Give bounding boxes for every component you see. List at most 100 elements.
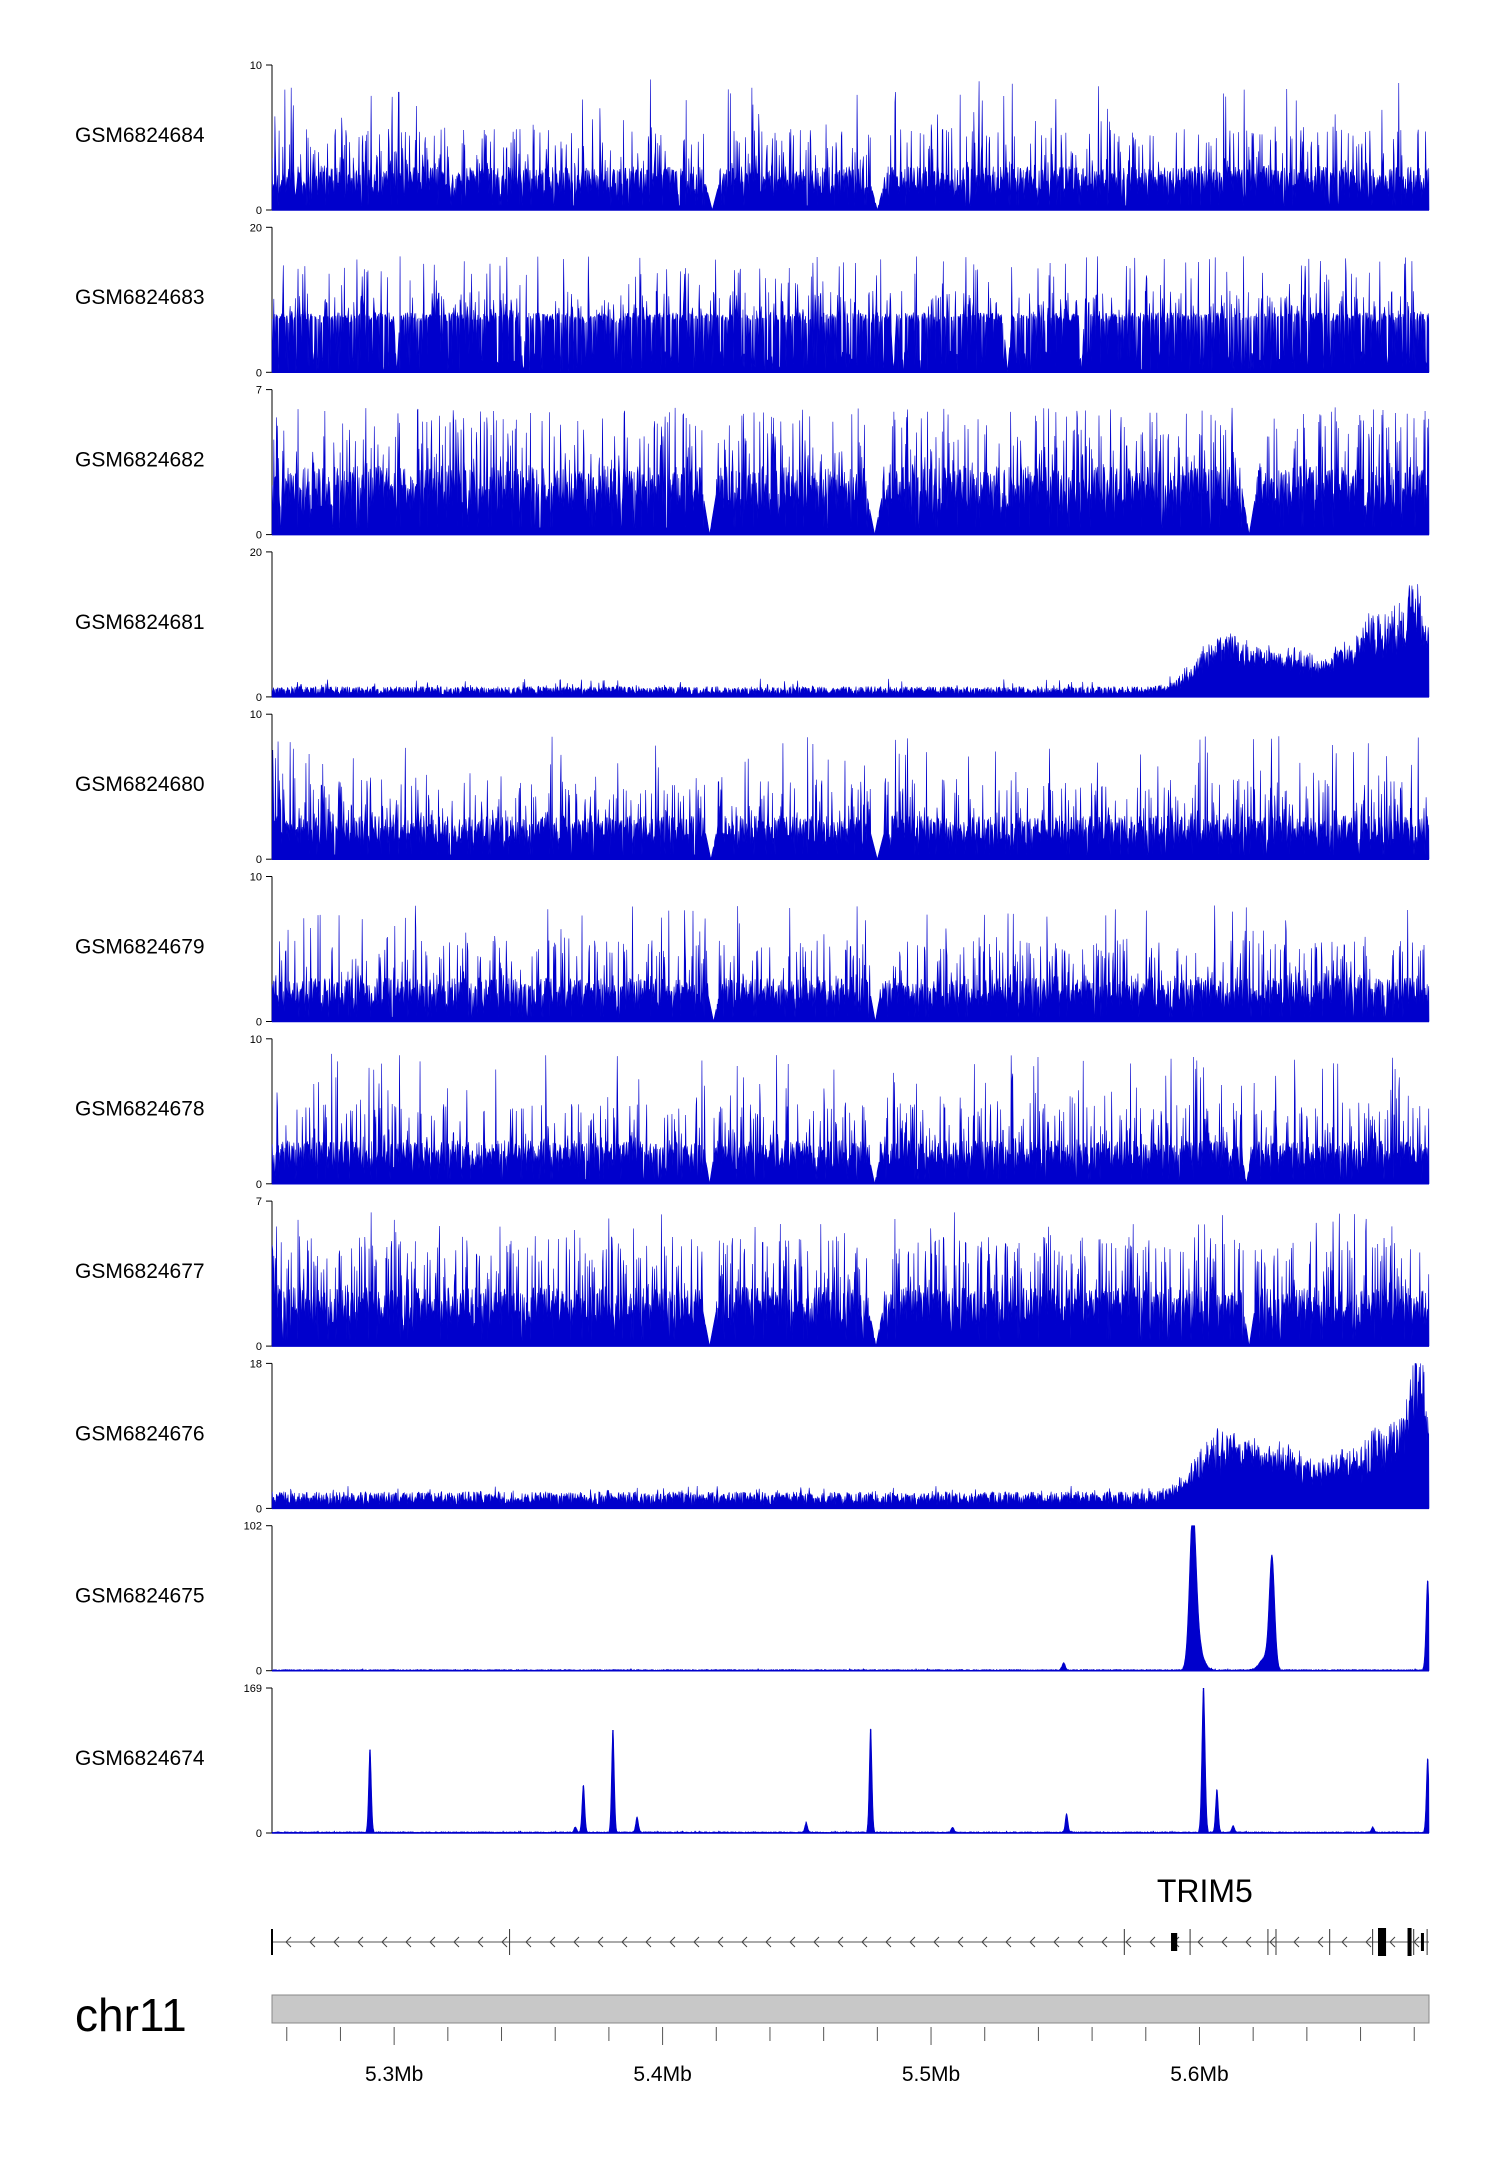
strand-arrow [1149,1936,1156,1948]
track-GSM6824682: GSM6824682 7 0 [75,385,1430,542]
x-tick-label: 5.3Mb [365,2063,423,2086]
y-min-label: 0 [256,367,262,379]
strand-arrow [741,1936,748,1948]
y-max-label: 7 [256,385,262,397]
strand-arrow [309,1936,316,1948]
coverage-area [271,256,1430,373]
track-label: GSM6824679 [75,935,205,958]
strand-arrow [1005,1936,1012,1948]
strand-arrow [1245,1936,1252,1948]
genome-axis: chr11 5.3Mb 5.4Mb 5.5Mb 5.6Mb [75,1989,1430,2086]
strand-arrow [621,1936,628,1948]
y-min-label: 0 [256,530,262,542]
track-GSM6824678: GSM6824678 10 0 [75,1034,1430,1191]
track-label: GSM6824682 [75,448,205,471]
y-min-label: 0 [256,1341,262,1353]
strand-arrow [717,1936,724,1948]
strand-arrow [1029,1936,1036,1948]
strand-arrow [1221,1936,1228,1948]
y-max-label: 10 [250,709,262,721]
coverage-area [271,1525,1430,1671]
y-max-label: 10 [250,1034,262,1046]
track-label: GSM6824684 [75,124,205,147]
track-label: GSM6824678 [75,1098,205,1121]
strand-arrow [1293,1936,1300,1948]
strand-arrow [597,1936,604,1948]
track-GSM6824676: GSM6824676 18 0 [75,1358,1430,1515]
exon [1407,1928,1412,1956]
strand-arrow [477,1936,484,1948]
coverage-area [271,79,1430,211]
coverage-area [271,584,1430,698]
strand-arrow [405,1936,412,1948]
strand-arrow [861,1936,868,1948]
track-label: GSM6824676 [75,1422,205,1445]
strand-arrow [285,1936,292,1948]
strand-arrow [501,1936,508,1948]
track-GSM6824680: GSM6824680 10 0 [75,709,1430,866]
coverage-area [271,1687,1430,1834]
y-max-label: 18 [250,1358,262,1370]
strand-arrow [669,1936,676,1948]
coverage-area [271,1363,1430,1509]
strand-arrow [333,1936,340,1948]
strand-arrow [573,1936,580,1948]
chromosome-label: chr11 [75,1989,187,2041]
y-max-label: 102 [244,1521,262,1533]
track-label: GSM6824680 [75,773,205,796]
coverage-tracks: GSM6824684100GSM6824683200GSM682468270GS… [75,60,1430,1840]
x-tick-label: 5.4Mb [633,2063,691,2086]
track-GSM6824684: GSM6824684 10 0 [75,60,1430,217]
strand-arrow [693,1936,700,1948]
y-max-label: 10 [250,60,262,72]
track-label: GSM6824677 [75,1260,205,1283]
coverage-area [271,1053,1430,1185]
strand-arrow [1125,1936,1132,1948]
y-max-label: 20 [250,547,262,559]
track-GSM6824681: GSM6824681 20 0 [75,547,1430,704]
track-GSM6824674: GSM6824674 169 0 [75,1683,1430,1840]
y-min-label: 0 [256,692,262,704]
strand-arrow [765,1936,772,1948]
strand-arrow [645,1936,652,1948]
y-min-label: 0 [256,1179,262,1191]
y-min-label: 0 [256,205,262,217]
y-max-label: 10 [250,872,262,884]
strand-arrow [1101,1936,1108,1948]
strand-arrow [381,1936,388,1948]
coverage-area [271,905,1430,1022]
y-max-label: 7 [256,1196,262,1208]
y-max-label: 169 [244,1683,262,1695]
strand-arrow [1389,1936,1396,1948]
strand-arrow [1053,1936,1060,1948]
strand-arrow [789,1936,796,1948]
strand-arrow [357,1936,364,1948]
strand-arrow [909,1936,916,1948]
strand-arrow [1269,1936,1276,1948]
strand-arrow [1197,1936,1204,1948]
y-min-label: 0 [256,1828,262,1840]
coverage-area [271,736,1430,860]
exon [1420,1933,1424,1951]
x-tick-label: 5.5Mb [902,2063,960,2086]
chromosome-bar [271,1994,1430,2024]
track-GSM6824675: GSM6824675 102 0 [75,1521,1430,1678]
y-max-label: 20 [250,222,262,234]
strand-arrow [837,1936,844,1948]
track-label: GSM6824681 [75,611,205,634]
track-label: GSM6824674 [75,1747,205,1770]
strand-arrow [429,1936,436,1948]
strand-arrow [981,1936,988,1948]
y-min-label: 0 [256,1666,262,1678]
strand-arrow [885,1936,892,1948]
strand-arrow [813,1936,820,1948]
gene-label-trim5: TRIM5 [1157,1873,1253,1909]
exon [1171,1933,1178,1951]
coverage-area [271,407,1430,535]
gene-track: TRIM5 [271,1873,1429,1956]
y-min-label: 0 [256,1017,262,1029]
y-min-label: 0 [256,1503,262,1515]
strand-arrow [525,1936,532,1948]
strand-arrow [453,1936,460,1948]
